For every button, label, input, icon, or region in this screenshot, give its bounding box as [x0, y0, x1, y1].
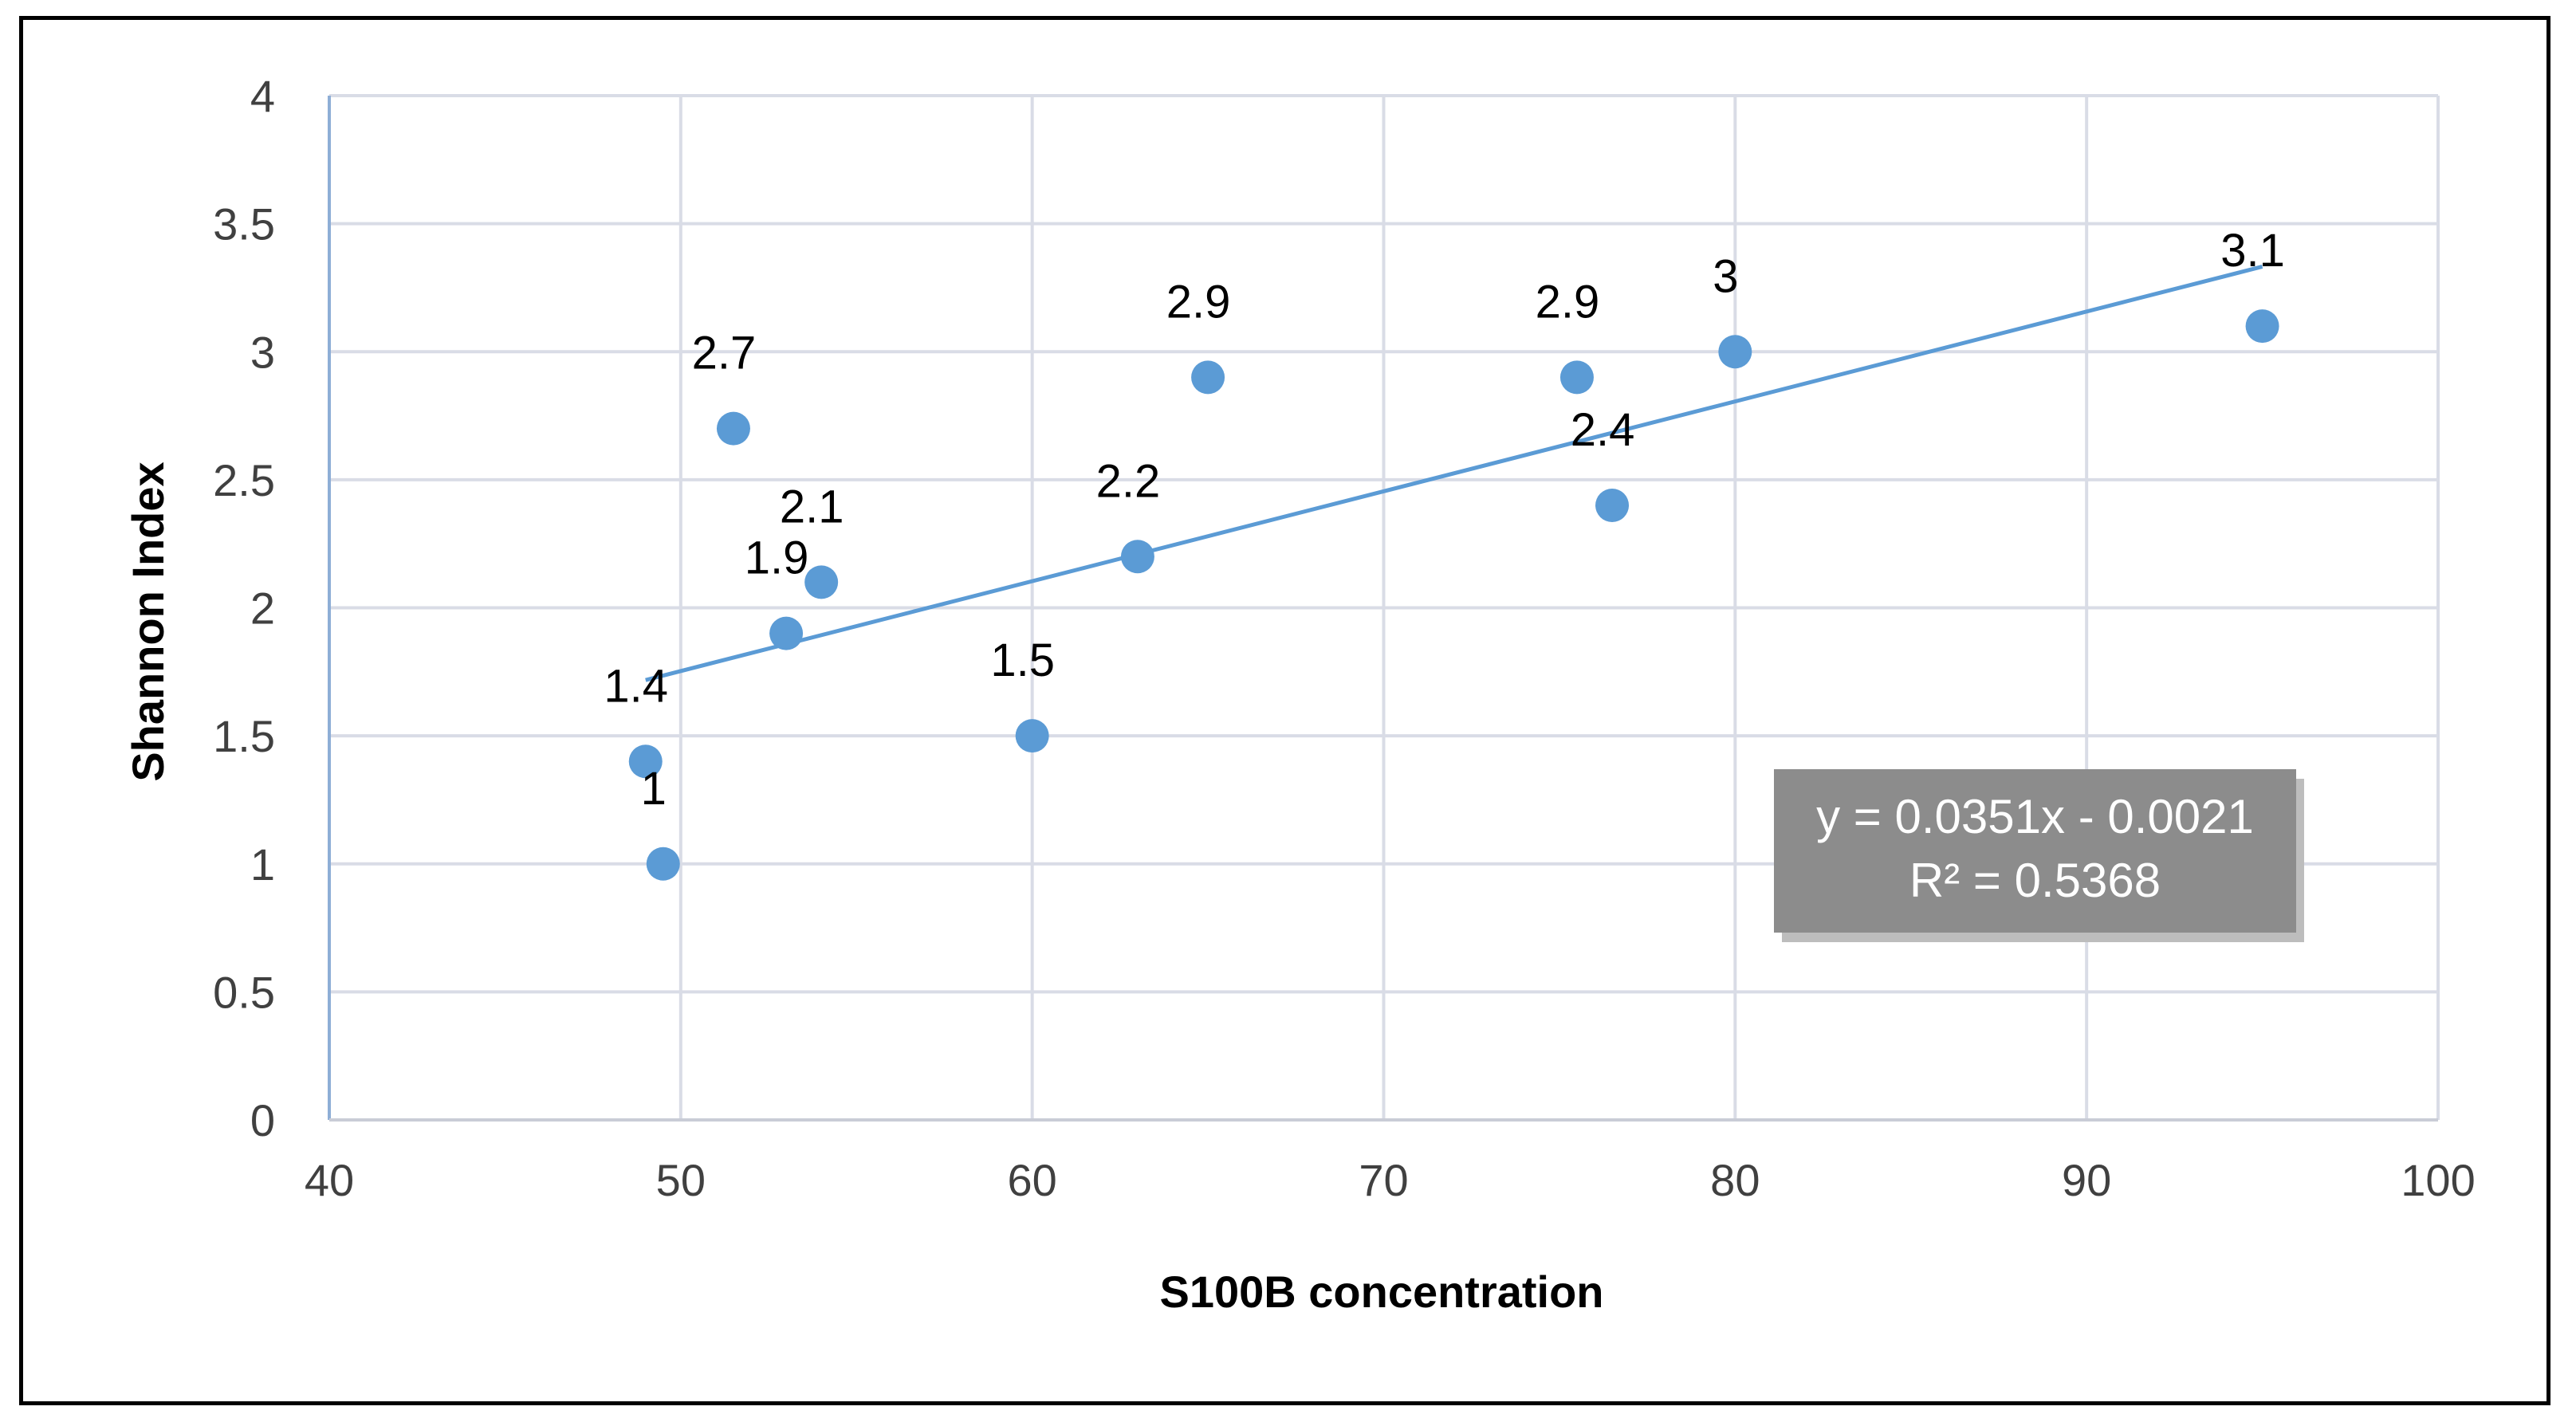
equation-box [1774, 769, 2296, 933]
x-tick-label: 70 [1359, 1155, 1408, 1205]
x-tick-label: 80 [1710, 1155, 1760, 1205]
data-point [1559, 360, 1594, 395]
x-tick-label: 100 [2401, 1155, 2475, 1205]
data-point [716, 411, 750, 446]
data-point [1595, 489, 1630, 522]
data-label: 2.7 [692, 328, 757, 379]
data-point [804, 565, 839, 599]
data-label: 1.9 [745, 532, 809, 584]
y-tick-label: 1.5 [213, 711, 275, 761]
chart-frame [19, 16, 2550, 1405]
r-squared: R² = 0.5368 [1909, 854, 2161, 907]
data-label: 2.4 [1571, 404, 1635, 456]
data-point [646, 847, 680, 881]
data-label: 1 [641, 763, 667, 815]
axes [328, 96, 2438, 1122]
trendline-equation: y = 0.0351x - 0.0021 [1816, 790, 2254, 843]
x-tick-label: 50 [656, 1155, 706, 1205]
data-label: 3 [1713, 250, 1738, 302]
data-point [1015, 719, 1049, 753]
data-label: 2.9 [1536, 276, 1600, 328]
trendline [645, 265, 2263, 682]
y-tick-label: 2.5 [213, 455, 275, 505]
x-tick-label: 60 [1008, 1155, 1057, 1205]
gridlines [329, 94, 2440, 1120]
x-tick-label: 90 [2062, 1155, 2111, 1205]
y-tick-label: 0.5 [213, 967, 275, 1017]
data-point [2245, 309, 2279, 344]
data-point [628, 744, 663, 779]
data-labels: 1.4 1 2.7 1.92.1 1.5 2.2 2.9 2.9 2.4 3 3.1 [604, 225, 2284, 815]
y-tick-label: 3.5 [213, 199, 275, 249]
trendline-layer [645, 265, 2263, 682]
x-axis-title: S100B concentration [1159, 1267, 1603, 1317]
data-points [628, 309, 2279, 881]
y-tick-label: 4 [250, 71, 275, 121]
data-point [769, 616, 804, 650]
data-label: 2.9 [1166, 276, 1231, 328]
y-tick-label: 3 [250, 327, 275, 377]
tick-labels: 0 0.5 1 1.5 2 2.5 3 3.5 4 40 50 60 70 80 90 100 [213, 71, 2476, 1205]
trendline-equation-box: y = 0.0351x - 0.0021 R² = 0.5368 [1774, 769, 2304, 942]
data-point [1120, 540, 1154, 574]
x-tick-label: 40 [305, 1155, 354, 1205]
data-label: 1.4 [604, 660, 668, 712]
y-tick-label: 1 [250, 839, 275, 890]
data-label: 1.5 [990, 634, 1055, 686]
y-axis-title: Shannon Index [123, 462, 173, 781]
y-tick-label: 2 [250, 583, 275, 634]
data-point [1191, 360, 1225, 395]
data-label: 3.1 [2220, 225, 2285, 277]
data-label: 2.1 [780, 481, 844, 532]
y-tick-label: 0 [250, 1095, 275, 1145]
data-label: 2.2 [1096, 455, 1161, 507]
data-point [1718, 335, 1752, 369]
